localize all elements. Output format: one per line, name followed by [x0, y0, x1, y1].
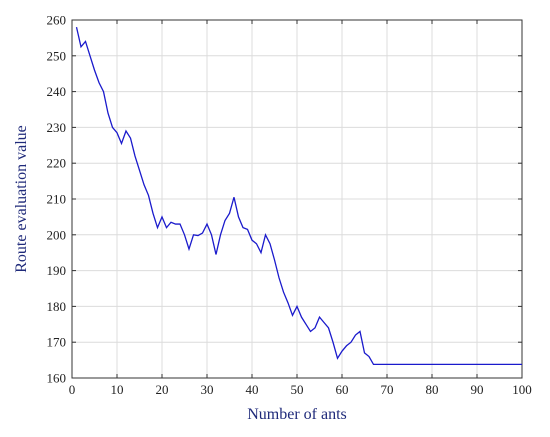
x-tick-label: 40 — [246, 382, 259, 397]
y-axis-title: Route evaluation value — [13, 125, 30, 273]
grid-lines — [71, 19, 523, 379]
x-tick-labels: 0 10 20 30 40 50 60 70 80 90 100 — [69, 382, 532, 397]
x-tick-label: 30 — [201, 382, 214, 397]
x-tick-label: 10 — [111, 382, 124, 397]
y-tick-label: 260 — [47, 13, 67, 28]
x-tick-label: 100 — [512, 382, 532, 397]
x-tick-label: 70 — [381, 382, 394, 397]
y-tick-labels: 160 170 180 190 200 210 220 230 240 250 260 — [47, 13, 67, 386]
x-tick-label: 20 — [156, 382, 169, 397]
x-tick-label: 60 — [336, 382, 349, 397]
x-tick-label: 80 — [426, 382, 439, 397]
y-tick-label: 210 — [47, 192, 67, 207]
x-axis-title: Number of ants — [247, 406, 347, 423]
y-tick-label: 200 — [47, 227, 67, 242]
series-line — [75, 27, 522, 366]
x-tick-label: 90 — [471, 382, 484, 397]
y-tick-label: 170 — [47, 335, 67, 350]
y-tick-label: 190 — [47, 263, 67, 278]
y-tick-label: 220 — [47, 156, 67, 171]
y-tick-label: 250 — [47, 48, 67, 63]
y-tick-label: 160 — [47, 371, 67, 386]
y-tick-label: 230 — [47, 120, 67, 135]
y-tick-label: 240 — [47, 84, 67, 99]
y-tick-label: 180 — [47, 299, 67, 314]
axis-ticks — [71, 19, 523, 379]
x-tick-label: 0 — [69, 382, 76, 397]
x-tick-label: 50 — [291, 382, 304, 397]
